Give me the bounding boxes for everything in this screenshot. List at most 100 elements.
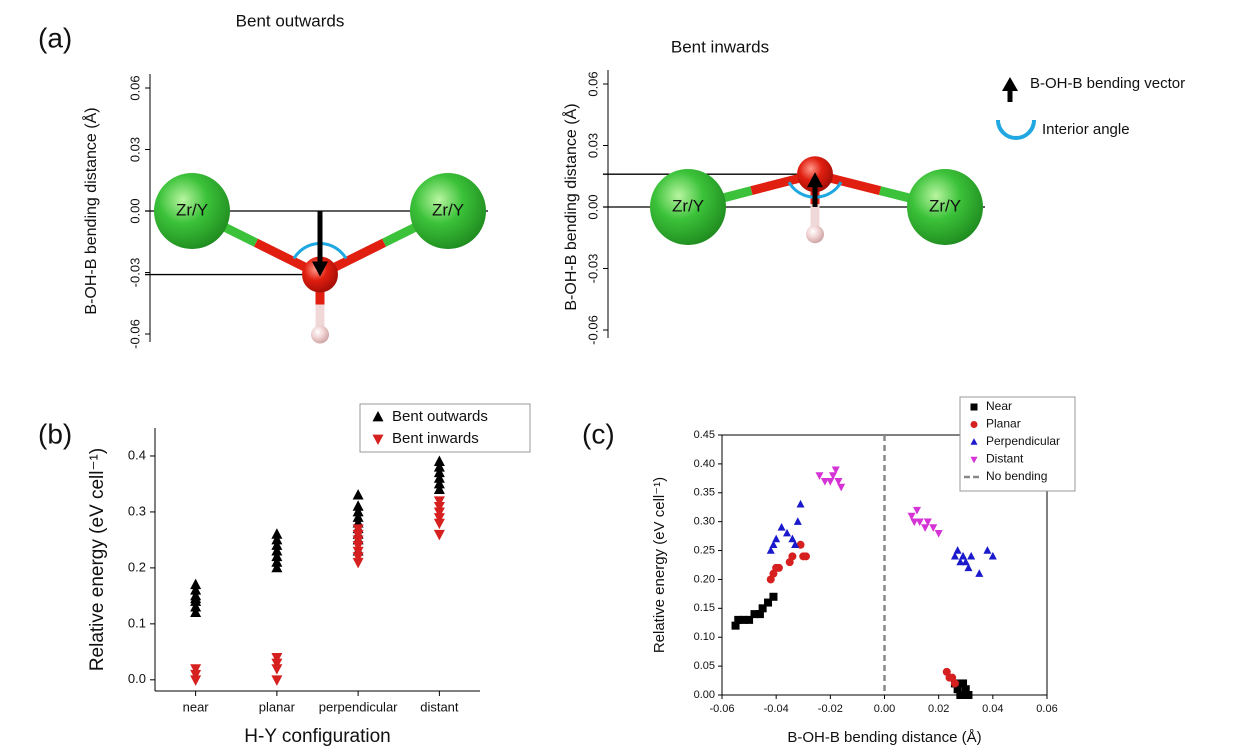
x-tick-label: -0.06 [709,703,734,715]
point [271,539,283,550]
point [271,658,283,670]
point [910,518,919,527]
y-axis-label: Relative energy (eV cell⁻¹) [651,477,668,653]
point [829,472,838,480]
point [352,529,364,541]
legend-box [359,403,531,453]
point [271,561,283,573]
x-tick-label: 0.06 [1036,703,1057,715]
bending-arrow-head [807,172,823,188]
point [271,528,283,539]
point [961,557,970,566]
point [783,528,791,537]
point [433,496,445,507]
point [352,511,364,522]
atom-label: Zr/Y [176,200,208,219]
legend-label: Bent outwards [392,408,488,425]
point [433,477,445,489]
point [271,545,283,556]
point [975,569,984,577]
point [777,523,786,531]
atom-label: Zr/Y [672,196,704,215]
y-tick-label: -0.03 [585,254,600,284]
legend-label: Interior angle [1042,121,1130,138]
point [791,540,800,548]
point [956,557,965,566]
point [915,518,924,527]
y-tick-label: -0.03 [127,258,142,288]
legend-box [959,396,1076,492]
y-tick-label: 0.3 [128,503,146,518]
y-tick-label: 0.4 [128,447,146,462]
x-tick-label: 0.00 [874,703,895,715]
point [731,621,740,630]
point [970,421,978,428]
legend-label: Bent inwards [392,430,479,447]
point [815,472,824,480]
panel-label: (a) [38,22,72,53]
atom-label: Zr/Y [432,200,464,219]
point [190,669,202,681]
point [190,606,202,618]
legend-label: Distant [986,452,1024,466]
point [352,546,364,558]
point [961,685,970,694]
y-tick-label: 0.0 [128,671,146,686]
point [271,533,283,545]
point [826,478,835,486]
point [907,512,916,521]
point [959,551,968,560]
atom-label: Zr/Y [929,196,961,215]
point [352,505,364,517]
point [433,518,445,530]
y-tick-label: 0.40 [694,458,715,470]
point [433,461,445,472]
y-axis-label: Relative energy (eV cell⁻¹) [87,448,108,671]
point [967,551,976,560]
legend-arrow-head [1002,77,1018,91]
point [372,410,384,422]
point [820,478,829,486]
x-tick-label: 0.04 [982,703,1003,715]
point [788,534,797,543]
legend-label: Perpendicular [986,434,1060,448]
point [772,534,781,543]
point [837,483,846,492]
point [923,518,932,527]
point [190,584,202,595]
point [950,679,959,688]
y-tick-label: 0.00 [585,194,600,219]
panel-label: (c) [582,418,615,449]
metal-atom [907,169,983,245]
point [793,517,802,525]
y-tick-label: 0.10 [694,631,715,643]
point [352,524,364,535]
legend-label: Near [986,399,1012,413]
x-tick-label: distant [420,699,459,714]
point [983,546,992,554]
point [271,664,283,675]
y-tick-label: 0.2 [128,559,146,574]
y-tick-label: -0.06 [127,319,142,349]
point [739,615,748,624]
legend-label: Planar [986,417,1021,431]
y-tick-label: 0.00 [694,689,715,701]
point [433,483,445,494]
point [755,610,764,619]
point [190,589,202,601]
point [745,615,754,624]
y-tick-label: 0.05 [694,660,715,672]
y-tick-label: -0.06 [585,315,600,345]
point [921,524,930,532]
point [352,541,364,552]
y-tick-label: 0.35 [694,487,715,499]
point [352,535,364,546]
point [988,551,997,560]
point [929,524,938,532]
point [970,456,978,464]
hydrogen-atom [806,225,824,244]
point [352,552,364,563]
panel-title: Bent outwards [236,11,345,30]
point [766,546,775,554]
